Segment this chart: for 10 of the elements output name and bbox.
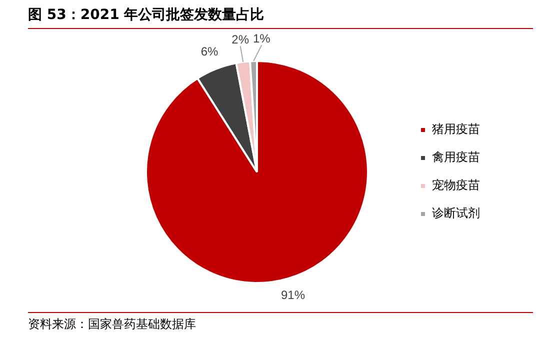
text: 资料来源：国家兽药基础数据库 <box>28 312 533 333</box>
data-label: 91% <box>280 288 306 302</box>
legend-label: 猪用疫苗 <box>432 122 480 136</box>
data-label: 2% <box>232 32 250 46</box>
chart-title: 图 53：2021 年公司批签发数量占比 <box>28 6 533 29</box>
legend-label: 诊断试剂 <box>432 206 480 220</box>
data-label: 6% <box>200 44 219 58</box>
legend-label: 禽用疫苗 <box>432 150 480 164</box>
data-label: 1% <box>253 31 271 46</box>
legend-label: 宠物疫苗 <box>432 178 480 192</box>
